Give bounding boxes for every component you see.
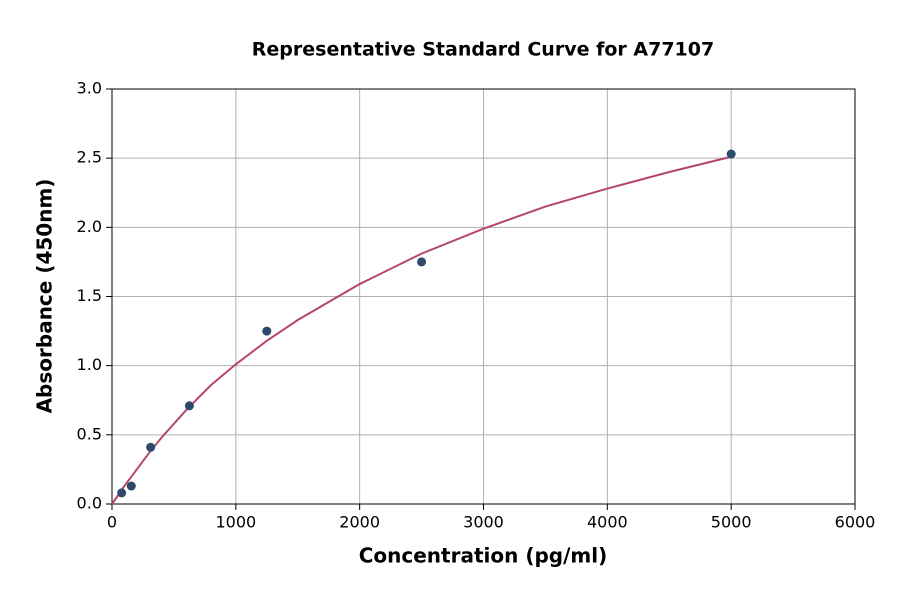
x-axis-label: Concentration (pg/ml) [359,544,608,568]
x-tick-label: 3000 [463,513,504,532]
data-point [262,326,272,336]
x-tick-label: 6000 [835,513,876,532]
x-tick-label: 4000 [587,513,628,532]
x-tick-label: 2000 [339,513,380,532]
chart-title: Representative Standard Curve for A77107 [252,39,714,61]
y-tick-label: 0.5 [77,424,102,443]
y-tick-label: 2.0 [77,217,102,236]
data-point [417,257,427,267]
y-tick-label: 3.0 [77,79,102,98]
y-tick-label: 1.5 [77,286,102,305]
y-tick-label: 1.0 [77,355,102,374]
fit-curve [111,155,732,505]
y-axis-label: Absorbance (450nm) [33,179,57,414]
y-tick-label: 2.5 [77,148,102,167]
data-point [184,401,194,411]
y-tick-label: 0.0 [77,494,102,513]
x-tick-label: 0 [107,513,117,532]
data-point [146,442,156,452]
plot-frame [111,88,856,505]
x-tick-label: 5000 [711,513,752,532]
data-point [126,481,136,491]
x-tick-label: 1000 [215,513,256,532]
data-point [117,488,127,498]
data-point [726,149,736,159]
